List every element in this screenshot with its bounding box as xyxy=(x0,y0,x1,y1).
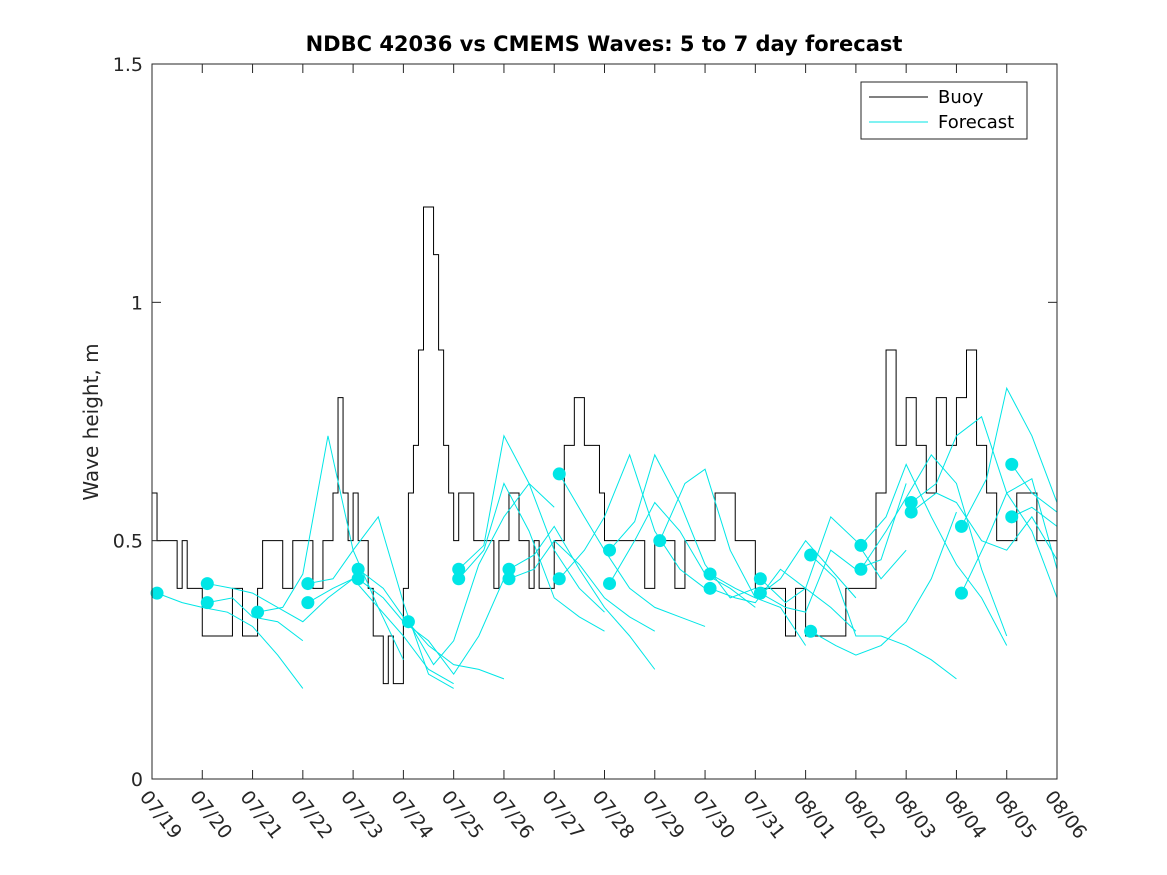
forecast-run-line-23 xyxy=(810,511,957,656)
x-tick-label: 07/31 xyxy=(738,787,789,844)
forecast-run-line-16 xyxy=(609,501,756,608)
forecast-run-line-15 xyxy=(609,453,756,599)
forecast-start-marker-6 xyxy=(351,562,365,576)
forecast-start-marker-14 xyxy=(552,572,566,586)
forecast-start-marker-22 xyxy=(804,548,818,562)
forecast-run-line-1 xyxy=(207,578,354,623)
x-tick-label: 08/05 xyxy=(990,787,1041,844)
x-tick-label: 07/22 xyxy=(286,787,337,844)
forecast-run-line-7 xyxy=(357,578,505,676)
forecast-run-line-31 xyxy=(1011,506,1057,527)
forecast-start-marker-23 xyxy=(804,624,818,638)
plot-area: 00.511.507/19 07/20 07/21 07/22 07/23 07/24 07… xyxy=(113,54,1091,843)
buoy-series-line xyxy=(152,206,1057,685)
forecast-start-marker-5 xyxy=(301,596,315,610)
y-tick-label: 0.5 xyxy=(113,531,143,553)
x-tick-label: 07/20 xyxy=(185,787,236,844)
forecast-run-line-4 xyxy=(307,515,454,689)
forecast-start-marker-11 xyxy=(502,562,516,576)
forecast-start-marker-27 xyxy=(904,505,918,519)
forecast-start-marker-19 xyxy=(703,581,717,595)
forecast-start-marker-13 xyxy=(552,467,566,481)
forecast-start-marker-3 xyxy=(251,605,265,619)
y-tick-label: 1.5 xyxy=(113,54,143,76)
forecast-start-marker-9 xyxy=(452,562,466,576)
forecast-run-line-22 xyxy=(810,554,957,680)
x-tick-label: 07/29 xyxy=(638,787,689,844)
forecast-start-marker-24 xyxy=(854,538,868,552)
forecast-run-line-24 xyxy=(860,463,1008,646)
forecast-start-marker-29 xyxy=(954,586,968,600)
forecast-run-line-29 xyxy=(961,477,1057,594)
legend-buoy-label: Buoy xyxy=(938,87,984,108)
x-tick-label: 08/06 xyxy=(1040,787,1091,844)
x-tick-label: 08/04 xyxy=(940,787,991,844)
chart-title: NDBC 42036 vs CMEMS Waves: 5 to 7 day fo… xyxy=(306,32,903,56)
forecast-run-line-5 xyxy=(307,578,454,685)
x-tick-label: 07/28 xyxy=(588,787,639,844)
forecast-start-marker-20 xyxy=(753,572,767,586)
forecast-run-line-17 xyxy=(659,468,807,646)
x-tick-label: 07/19 xyxy=(135,787,186,844)
x-tick-label: 07/26 xyxy=(487,787,538,844)
forecast-run-line-9 xyxy=(458,434,605,613)
y-axis-label: Wave height, m xyxy=(79,343,103,500)
forecast-start-marker-10 xyxy=(452,572,466,586)
y-tick-label: 0 xyxy=(131,769,143,791)
x-tick-label: 07/27 xyxy=(537,787,588,844)
forecast-start-marker-15 xyxy=(603,543,617,557)
forecast-run-line-11 xyxy=(508,525,656,670)
forecast-run-line-12 xyxy=(508,539,656,632)
forecast-run-line-6 xyxy=(357,568,505,680)
forecast-start-marker-7 xyxy=(351,572,365,586)
legend-forecast-label: Forecast xyxy=(938,112,1014,133)
forecast-start-marker-25 xyxy=(854,562,868,576)
forecast-run-line-26 xyxy=(910,415,1057,599)
forecast-start-marker-4 xyxy=(301,577,315,591)
forecast-start-marker-30 xyxy=(1005,457,1019,471)
forecast-start-marker-2 xyxy=(200,596,214,610)
forecast-run-line-27 xyxy=(910,492,1057,560)
forecast-start-marker-1 xyxy=(200,577,214,591)
forecast-run-line-0 xyxy=(156,592,304,689)
forecast-start-marker-18 xyxy=(703,567,717,581)
forecast-run-line-25 xyxy=(860,454,1008,637)
forecast-run-line-2 xyxy=(207,597,304,642)
forecast-run-line-14 xyxy=(558,453,706,589)
forecast-start-marker-17 xyxy=(653,534,667,548)
forecast-run-line-19 xyxy=(709,568,857,632)
forecast-start-marker-28 xyxy=(954,519,968,533)
y-tick-label: 1 xyxy=(131,292,143,314)
legend-box xyxy=(860,81,1028,140)
x-tick-label: 08/01 xyxy=(789,787,840,844)
x-tick-label: 08/03 xyxy=(889,787,940,844)
forecast-start-marker-16 xyxy=(603,577,617,591)
x-tick-label: 07/25 xyxy=(437,787,488,844)
forecast-run-line-28 xyxy=(961,386,1057,527)
forecast-run-line-21 xyxy=(760,483,907,613)
forecast-start-marker-26 xyxy=(904,496,918,510)
forecast-run-line-20 xyxy=(760,515,907,604)
forecast-run-line-13 xyxy=(558,473,706,627)
forecast-run-line-18 xyxy=(709,539,857,599)
forecast-start-marker-31 xyxy=(1005,510,1019,524)
forecast-start-marker-8 xyxy=(401,615,415,629)
forecast-start-marker-12 xyxy=(502,572,516,586)
legend: Buoy Forecast xyxy=(860,81,1028,140)
forecast-start-marker-21 xyxy=(753,586,767,600)
x-tick-label: 08/02 xyxy=(839,787,890,844)
x-tick-label: 07/23 xyxy=(336,787,387,844)
x-tick-label: 07/21 xyxy=(236,787,287,844)
x-tick-label: 07/24 xyxy=(386,787,437,844)
forecast-run-line-10 xyxy=(458,482,605,632)
x-tick-label: 07/30 xyxy=(688,787,739,844)
forecast-run-line-30 xyxy=(1011,464,1057,513)
forecast-start-marker-0 xyxy=(150,586,164,600)
plot-background xyxy=(152,64,1057,779)
